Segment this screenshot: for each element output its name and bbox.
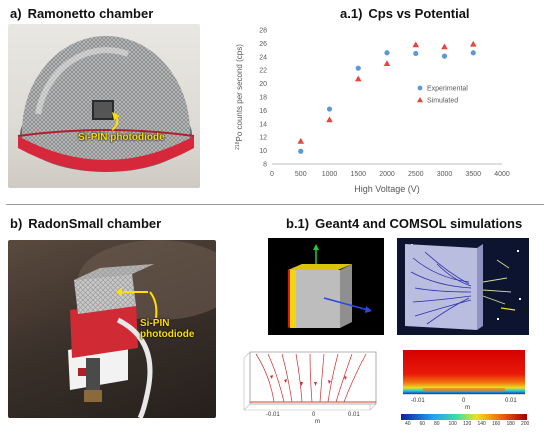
panel-b-tag: b) — [10, 216, 23, 231]
y-tick-label: 14 — [259, 121, 267, 128]
experimental-point — [470, 50, 476, 56]
comsol-right-unit: m — [465, 405, 470, 411]
experimental-point — [355, 65, 361, 71]
x-tick-label: 0 — [270, 171, 274, 178]
comsol-field-lines-view: -0.01 0 0.01 m — [240, 346, 386, 428]
photodiode-label-b-line1: Si-PIN — [140, 318, 170, 329]
y-tick-label: 22 — [259, 68, 267, 75]
legend-marker-simulated — [417, 97, 423, 103]
simulated-point — [412, 41, 420, 48]
colorbar-tick-label: 100 — [448, 421, 457, 427]
radonsmall-chamber-photo: Si-PIN photodiode — [8, 240, 216, 418]
panel-a-title: a) Ramonetto chamber — [10, 6, 153, 21]
comsol-right-tick-0: -0.01 — [411, 398, 425, 404]
x-tick-label: 4000 — [494, 171, 510, 178]
geant4-geometry-view — [268, 238, 384, 335]
x-tick-label: 3500 — [465, 171, 481, 178]
panel-a-name: Ramonetto chamber — [27, 6, 154, 21]
x-tick-label: 2500 — [408, 171, 424, 178]
x-axis-label: High Voltage (V) — [354, 184, 420, 194]
panel-b1-title: b.1) Geant4 and COMSOL simulations — [286, 216, 522, 231]
legend-marker-experimental — [417, 85, 423, 91]
y-tick-label: 12 — [259, 135, 267, 142]
experimental-point — [298, 148, 304, 154]
simulated-point — [326, 116, 333, 123]
colorbar-tick-label: 120 — [463, 421, 472, 427]
legend-label: Simulated — [427, 98, 458, 105]
x-tick-label: 3000 — [437, 171, 453, 178]
colorbar-tick-label: 160 — [492, 421, 501, 427]
colorbar-tick-label: 40 — [405, 421, 411, 427]
simulated-point — [383, 60, 391, 66]
experimental-point — [413, 50, 419, 57]
photodiode-label-a: Si-PIN photodiode — [78, 132, 165, 143]
radonsmall-chamber-drawing — [68, 240, 216, 418]
comsol-left-unit: m — [315, 419, 320, 425]
y-tick-label: 16 — [259, 108, 267, 115]
colorbar-tick-label: 80 — [434, 421, 440, 427]
colorbar — [401, 414, 527, 420]
photodiode-label-b-line2: photodiode — [140, 329, 195, 340]
comsol-left-tick-1: 0 — [312, 412, 316, 418]
panel-a1-name: Cps vs Potential — [368, 6, 470, 21]
comsol-left-tick-2: 0.01 — [348, 412, 360, 418]
comsol-field-lines-drawing — [243, 351, 377, 411]
x-tick-label: 1000 — [322, 171, 338, 178]
colorbar-tick-label: 180 — [506, 421, 515, 427]
simulated-point — [354, 75, 362, 82]
photodiode-label-b: Si-PIN photodiode — [140, 318, 194, 340]
simulated-point — [441, 43, 448, 50]
panel-b1-tag: b.1) — [286, 216, 310, 231]
ramonetto-chamber-drawing — [17, 36, 195, 172]
geant4-tracks-view — [397, 238, 529, 335]
y-tick-label: 10 — [259, 148, 267, 155]
colorbar-tick-label: 140 — [477, 421, 486, 427]
comsol-right-tick-2: 0.01 — [505, 398, 517, 404]
ramonetto-chamber-photo: Si-PIN photodiode — [8, 24, 200, 188]
geant4-tracks-drawing — [405, 244, 521, 330]
experimental-point — [441, 53, 448, 59]
panel-b1-name: Geant4 and COMSOL simulations — [315, 216, 523, 231]
panel-b-title: b) RadonSmall chamber — [10, 216, 161, 231]
comsol-potential-map-view: -0.01 0 0.01 m 40 60 80 100 120 140 160 180 200 — [393, 346, 533, 428]
y-tick-label: 28 — [259, 28, 267, 35]
simulated-point — [297, 137, 305, 144]
panel-a1-title: a.1) Cps vs Potential — [340, 6, 470, 21]
y-axis-label: 218Po counts per second (cps) — [235, 44, 244, 150]
panel-a1-tag: a.1) — [340, 6, 363, 21]
comsol-right-tick-1: 0 — [462, 398, 466, 404]
simulated-point — [469, 40, 477, 47]
panel-a-tag: a) — [10, 6, 22, 21]
y-tick-label: 18 — [259, 95, 267, 102]
colorbar-tick-label: 60 — [419, 421, 426, 427]
colorbar-tick-label: 200 — [521, 421, 530, 427]
x-tick-label: 2000 — [379, 171, 395, 178]
cps-vs-potential-chart: 0 500 1000 1500 2000 2500 3000 3500 4000 8 10 12 14 1… — [235, 28, 510, 195]
experimental-point — [384, 50, 390, 56]
comsol-potential-map-drawing — [401, 350, 527, 420]
colorbar-ticks: 40 60 80 100 120 140 160 180 200 — [401, 421, 530, 428]
geant4-geometry-drawing — [288, 244, 372, 328]
x-tick-label: 500 — [295, 171, 307, 178]
panel-b-name: RadonSmall chamber — [28, 216, 162, 231]
x-tick-label: 1500 — [350, 171, 366, 178]
section-divider — [6, 204, 544, 205]
y-tick-label: 20 — [259, 81, 267, 88]
comsol-left-tick-0: -0.01 — [266, 412, 280, 418]
legend-label: Experimental — [427, 86, 468, 93]
experimental-point — [326, 106, 333, 112]
y-tick-label: 26 — [259, 41, 267, 48]
y-tick-label: 24 — [259, 54, 267, 61]
y-tick-label: 8 — [263, 162, 267, 169]
